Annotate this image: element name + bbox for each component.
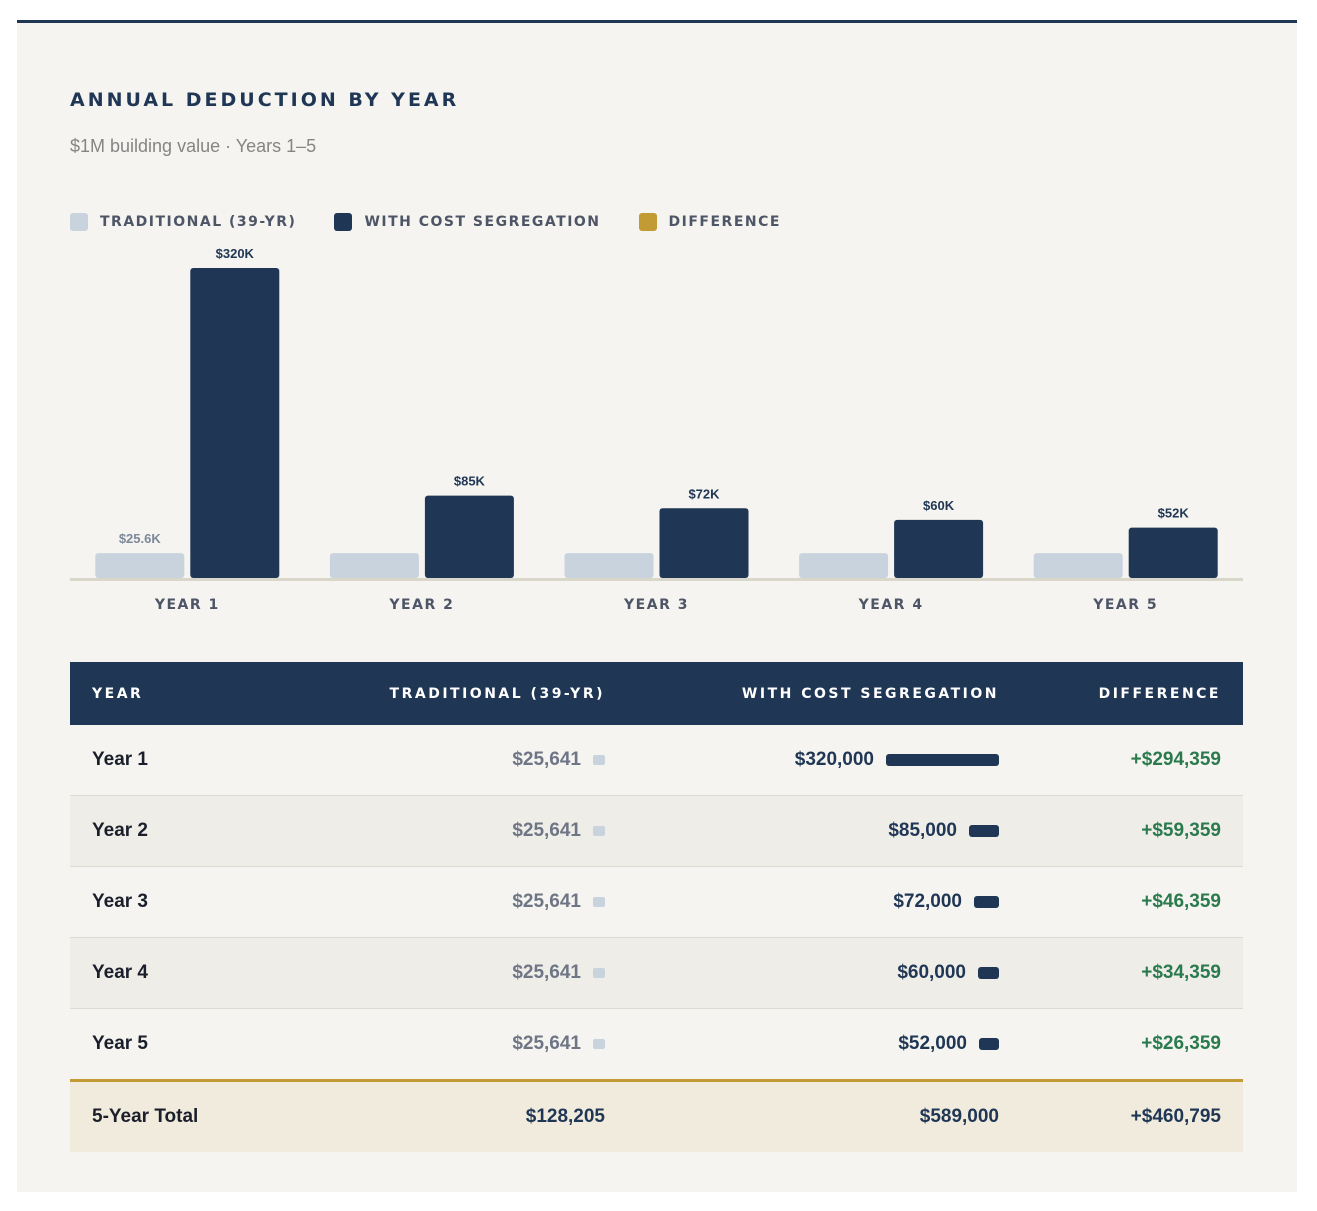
cost-seg-mini-bar: [974, 896, 999, 908]
bar-cost-seg-2: [424, 495, 514, 578]
chart-legend: TRADITIONAL (39-YR) WITH COST SEGREGATIO…: [70, 213, 781, 231]
legend-label-difference: DIFFERENCE: [668, 214, 781, 230]
legend-swatch-cost-segregation: [334, 213, 353, 231]
cost-seg-value: $72,000: [893, 891, 962, 912]
cost-seg-value: $320,000: [794, 749, 874, 770]
table-row: Year 3 $25,641 $72,000 +$46,359: [70, 866, 1243, 938]
legend-difference: DIFFERENCE: [638, 213, 781, 231]
table-row: Year 1 $25,641 $320,000 +$294,359: [70, 725, 1243, 796]
bar-traditional-2: [329, 553, 419, 578]
bar-cost-seg-3: [659, 508, 749, 578]
traditional-mini-bar: [593, 968, 605, 978]
x-tick-label-4: YEAR 4: [858, 597, 924, 613]
year-cell: Year 4: [70, 937, 360, 1009]
legend-cost-segregation: WITH COST SEGREGATION: [334, 213, 600, 231]
total-difference: +$460,795: [1021, 1079, 1243, 1152]
total-label: 5-Year Total: [70, 1079, 360, 1152]
label-cost-seg-2: $85K: [454, 474, 486, 489]
bar-traditional-5: [1033, 553, 1123, 578]
total-traditional: $128,205: [360, 1079, 627, 1152]
deduction-table: YEAR TRADITIONAL (39-YR) WITH COST SEGRE…: [70, 662, 1243, 1152]
legend-label-cost-segregation: WITH COST SEGREGATION: [364, 214, 601, 230]
x-tick-label-3: YEAR 3: [623, 597, 689, 613]
bar-chart: $25.6K $320K YEAR 1 $85K YEAR 2 $72K YEAR 3 $60…: [70, 246, 1243, 613]
traditional-value: $25,641: [512, 1033, 581, 1054]
cost-seg-mini-bar: [886, 754, 999, 766]
col-header-cost-segregation: WITH COST SEGREGATION: [627, 662, 1021, 725]
traditional-mini-bar: [593, 1039, 605, 1049]
year-cell: Year 1: [70, 725, 360, 796]
year-cell: Year 3: [70, 866, 360, 938]
chart-subtitle: $1M building value · Years 1–5: [70, 136, 317, 156]
label-cost-seg-1: $320K: [216, 246, 255, 261]
cost-seg-value: $85,000: [888, 820, 957, 841]
label-cost-seg-4: $60K: [923, 498, 955, 513]
cost-seg-value: $60,000: [897, 962, 966, 983]
bar-traditional-4: [799, 553, 889, 578]
difference-value: +$46,359: [1021, 866, 1243, 938]
cost-seg-mini-bar: [969, 825, 999, 837]
traditional-value: $25,641: [512, 891, 581, 912]
legend-swatch-traditional: [70, 213, 88, 231]
total-row: 5-Year Total $128,205 $589,000 +$460,795: [70, 1079, 1243, 1152]
bar-traditional-3: [564, 553, 654, 578]
cost-seg-value: $52,000: [898, 1033, 967, 1054]
col-header-traditional: TRADITIONAL (39-YR): [360, 662, 627, 725]
table-row: Year 5 $25,641 $52,000 +$26,359: [70, 1008, 1243, 1081]
table-row: Year 4 $25,641 $60,000 +$34,359: [70, 937, 1243, 1009]
table-row: Year 2 $25,641 $85,000 +$59,359: [70, 795, 1243, 867]
bar-traditional-1: [95, 553, 185, 578]
label-cost-seg-5: $52K: [1158, 506, 1190, 521]
bar-cost-seg-5: [1128, 527, 1218, 578]
traditional-value: $25,641: [512, 962, 581, 983]
total-cost-seg: $589,000: [627, 1079, 1021, 1152]
legend-traditional: TRADITIONAL (39-YR): [70, 213, 296, 231]
table-header-row: YEAR TRADITIONAL (39-YR) WITH COST SEGRE…: [70, 662, 1243, 725]
traditional-value: $25,641: [512, 820, 581, 841]
chart-title: ANNUAL DEDUCTION BY YEAR: [70, 89, 460, 111]
label-traditional-1: $25.6K: [119, 531, 162, 546]
traditional-mini-bar: [593, 826, 605, 836]
difference-value: +$34,359: [1021, 937, 1243, 1009]
cost-seg-mini-bar: [978, 967, 999, 979]
year-cell: Year 2: [70, 795, 360, 867]
difference-value: +$59,359: [1021, 795, 1243, 867]
bar-cost-seg-4: [894, 519, 984, 578]
col-header-year: YEAR: [70, 662, 360, 725]
bar-cost-seg-1: [190, 268, 280, 578]
x-tick-label-1: YEAR 1: [154, 597, 220, 613]
label-cost-seg-3: $72K: [688, 486, 720, 501]
traditional-value: $25,641: [512, 749, 581, 770]
x-tick-label-5: YEAR 5: [1092, 597, 1158, 613]
cost-seg-mini-bar: [979, 1038, 999, 1050]
legend-label-traditional: TRADITIONAL (39-YR): [100, 214, 297, 230]
deduction-panel: ANNUAL DEDUCTION BY YEAR $1M building va…: [17, 20, 1297, 1192]
year-cell: Year 5: [70, 1008, 360, 1081]
col-header-difference: DIFFERENCE: [1021, 662, 1243, 725]
x-tick-label-2: YEAR 2: [388, 597, 454, 613]
traditional-mini-bar: [593, 755, 605, 765]
traditional-mini-bar: [593, 897, 605, 907]
legend-swatch-difference: [638, 213, 657, 231]
difference-value: +$294,359: [1021, 725, 1243, 796]
difference-value: +$26,359: [1021, 1008, 1243, 1081]
